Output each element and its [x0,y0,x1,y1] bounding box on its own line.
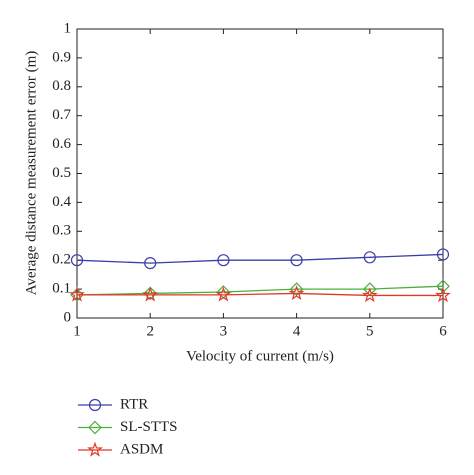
marker [69,286,85,302]
marker [88,420,102,435]
marker [288,285,305,301]
marker [215,286,232,302]
y-tick-label: 0.6 [52,136,71,152]
y-tick-label: 1 [64,20,72,36]
marker [70,254,84,267]
x-tick-label: 4 [293,323,301,339]
marker [142,286,159,302]
x-tick-label: 3 [220,323,228,339]
x-tick-label: 2 [146,323,154,339]
series-line [76,285,444,296]
y-tick-label: 0.1 [52,281,71,297]
y-tick-label: 0.2 [52,252,71,268]
y-tick-label: 0.9 [52,49,71,65]
legend-label: SL-STTS [120,419,178,435]
plot-frame [76,28,444,319]
y-tick-label: 0.5 [52,165,71,181]
y-tick-label: 0.8 [52,78,71,94]
x-tick-label: 1 [73,323,81,339]
y-tick-label: 0.3 [52,223,71,239]
y-tick-label: 0 [64,309,72,325]
marker [217,254,230,267]
x-tick-label: 5 [366,323,374,339]
marker [363,251,376,264]
marker [88,398,102,412]
series-line [76,253,444,264]
marker [144,256,157,270]
marker [290,254,303,267]
marker [436,279,450,294]
marker [361,287,378,303]
y-axis-label: Average distance measurement error (m) [23,51,39,296]
x-tick-label: 6 [439,323,447,339]
marker [435,287,451,303]
legend-label: RTR [120,396,148,412]
marker [143,286,158,301]
marker [289,282,304,296]
legend-label: ASDM [120,441,163,457]
marker [436,248,450,261]
x-axis-label: Velocity of current (m/s) [186,348,334,364]
marker [87,441,103,457]
series-line [77,292,443,297]
y-tick-label: 0.4 [52,194,71,210]
y-tick-label: 0.7 [52,107,71,123]
